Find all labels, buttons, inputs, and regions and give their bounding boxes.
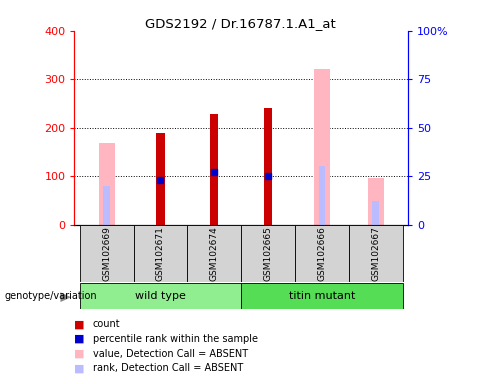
Bar xyxy=(156,134,165,225)
Text: ■: ■ xyxy=(74,334,85,344)
Bar xyxy=(104,186,110,225)
Text: GSM102671: GSM102671 xyxy=(156,227,165,281)
Bar xyxy=(187,225,241,282)
Bar xyxy=(98,143,115,225)
Bar xyxy=(80,283,241,309)
Polygon shape xyxy=(60,292,71,302)
Text: GSM102669: GSM102669 xyxy=(102,227,111,281)
Bar xyxy=(368,178,384,225)
Text: ■: ■ xyxy=(74,363,85,373)
Bar xyxy=(372,201,379,225)
Text: ■: ■ xyxy=(74,349,85,359)
Text: GSM102666: GSM102666 xyxy=(317,227,326,281)
Bar xyxy=(319,167,325,225)
Text: GSM102665: GSM102665 xyxy=(264,227,273,281)
Text: rank, Detection Call = ABSENT: rank, Detection Call = ABSENT xyxy=(93,363,243,373)
Bar xyxy=(210,114,218,225)
Bar xyxy=(80,225,133,282)
Text: wild type: wild type xyxy=(135,291,186,301)
Text: GSM102674: GSM102674 xyxy=(210,227,219,281)
Text: genotype/variation: genotype/variation xyxy=(5,291,97,301)
Bar xyxy=(314,68,330,225)
Bar xyxy=(241,225,295,282)
Bar xyxy=(295,225,349,282)
Text: GSM102667: GSM102667 xyxy=(371,227,380,281)
Bar xyxy=(133,225,187,282)
Text: ■: ■ xyxy=(74,319,85,329)
Text: titin mutant: titin mutant xyxy=(289,291,355,301)
Bar xyxy=(264,108,272,225)
Text: GDS2192 / Dr.16787.1.A1_at: GDS2192 / Dr.16787.1.A1_at xyxy=(144,17,336,30)
Text: value, Detection Call = ABSENT: value, Detection Call = ABSENT xyxy=(93,349,248,359)
Text: count: count xyxy=(93,319,120,329)
Bar xyxy=(241,283,403,309)
Bar xyxy=(349,225,403,282)
Text: percentile rank within the sample: percentile rank within the sample xyxy=(93,334,258,344)
